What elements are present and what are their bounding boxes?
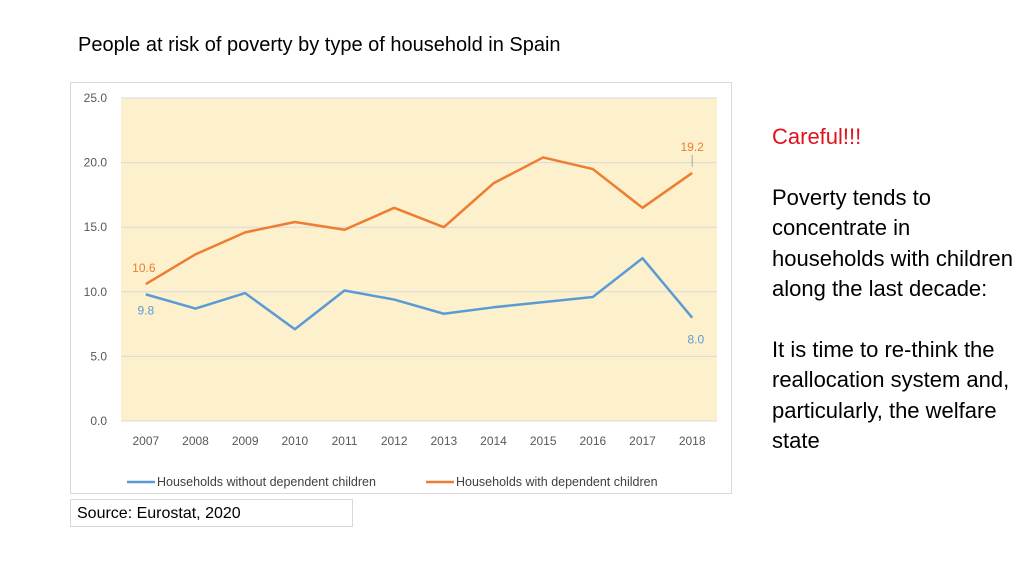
x-tick-label: 2018 <box>679 434 706 448</box>
series-line-1 <box>145 256 694 331</box>
x-tick-label: 2008 <box>182 434 209 448</box>
recommendation-text: It is time to re-think the reallocation … <box>772 336 1010 454</box>
x-tick-label: 2017 <box>629 434 656 448</box>
y-tick-label: 10.0 <box>84 285 108 299</box>
data-label: 10.6 <box>132 261 156 275</box>
x-tick-label: 2010 <box>281 434 308 448</box>
y-tick-label: 15.0 <box>84 220 108 234</box>
series-line-2 <box>145 156 693 286</box>
data-label: 8.0 <box>687 333 704 347</box>
plot-area <box>121 98 717 421</box>
source-note: Source: Eurostat, 2020 <box>70 499 353 527</box>
x-tick-label: 2015 <box>530 434 557 448</box>
line-chart: 0.0 5.0 10.0 15.0 20.0 25.0 2007 2008 2009 2010 20… <box>84 91 717 489</box>
x-tick-label: 2007 <box>132 434 159 448</box>
x-tick-label: 2011 <box>332 434 358 448</box>
y-tick-label: 0.0 <box>90 414 107 428</box>
x-tick-label: 2016 <box>579 434 606 448</box>
data-label: 19.2 <box>680 140 704 154</box>
slide-title: People at risk of poverty by type of hou… <box>78 34 561 56</box>
x-tick-label: 2014 <box>480 434 507 448</box>
warning-heading: Careful!!! <box>772 124 862 149</box>
x-tick-label: 2012 <box>381 434 408 448</box>
observation-text: Poverty tends to concentrate in househol… <box>772 184 1013 302</box>
chart-container: 0.0 5.0 10.0 15.0 20.0 25.0 2007 2008 2009 2010 20… <box>70 82 732 494</box>
data-label: 9.8 <box>137 303 154 317</box>
legend-label: Households without dependent children <box>157 475 376 489</box>
x-tick-label: 2013 <box>430 434 457 448</box>
legend-label: Households with dependent children <box>456 475 658 489</box>
x-tick-label: 2009 <box>232 434 259 448</box>
y-tick-label: 20.0 <box>84 156 108 170</box>
side-notes: Careful!!! Poverty tends to concentrate … <box>772 122 1022 457</box>
y-tick-label: 5.0 <box>90 349 107 363</box>
y-tick-label: 25.0 <box>84 91 108 105</box>
